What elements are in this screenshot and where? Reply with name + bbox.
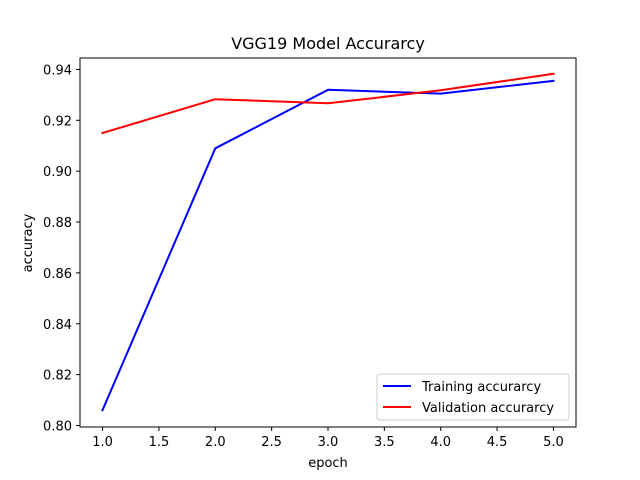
x-tick-label: 4.0 (430, 435, 451, 450)
chart-title: VGG19 Model Accurarcy (231, 34, 425, 53)
y-axis-label: accuracy (21, 213, 36, 272)
legend: Training accurarcy Validation accurarcy (376, 373, 570, 421)
series-layer (101, 72, 555, 412)
x-axis-label: epoch (308, 456, 348, 471)
x-tick-label: 3.5 (374, 435, 395, 450)
y-tick-label: 0.94 (43, 63, 72, 78)
x-tick-label: 3.0 (318, 435, 339, 450)
x-tick-label: 4.5 (487, 435, 508, 450)
x-tick-label: 2.0 (205, 435, 226, 450)
x-tick-label: 5.0 (543, 435, 564, 450)
legend-label-validation: Validation accurarcy (422, 401, 554, 416)
x-axis-ticks: 1.0 1.5 2.0 2.5 3.0 3.5 4.0 4.5 5.0 (92, 427, 564, 450)
x-tick-label: 2.5 (261, 435, 282, 450)
series-line-training (101, 79, 555, 412)
x-tick-label: 1.0 (92, 435, 113, 450)
y-tick-label: 0.88 (43, 216, 72, 231)
y-tick-label: 0.80 (43, 419, 72, 434)
legend-box (376, 373, 570, 421)
y-axis-ticks: 0.80 0.82 0.84 0.86 0.88 0.90 0.92 0.94 (43, 63, 80, 434)
y-tick-label: 0.90 (43, 165, 72, 180)
series-line-validation (101, 72, 555, 135)
y-tick-label: 0.82 (43, 369, 72, 384)
y-tick-label: 0.92 (43, 114, 72, 129)
y-tick-label: 0.84 (43, 318, 72, 333)
legend-label-training: Training accurarcy (421, 380, 541, 395)
y-tick-label: 0.86 (43, 267, 72, 282)
x-tick-label: 1.5 (149, 435, 170, 450)
